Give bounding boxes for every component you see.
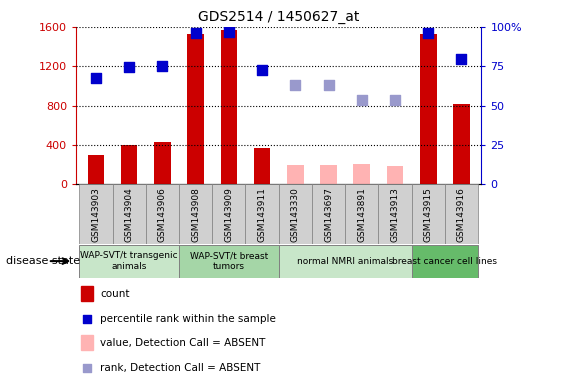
Text: GSM143916: GSM143916 [457,187,466,242]
Bar [154,142,171,184]
Bar [187,34,204,184]
Bar [387,166,403,184]
Text: GSM143330: GSM143330 [291,187,300,242]
Bar [79,245,179,278]
Point [124,64,133,70]
Point [324,82,333,88]
Text: count: count [100,290,129,300]
Bar [412,245,478,278]
Text: breast cancer cell lines: breast cancer cell lines [392,257,497,266]
Point [158,63,167,70]
Text: GSM143913: GSM143913 [391,187,400,242]
Bar [179,245,279,278]
Bar [345,184,378,244]
Bar [79,184,113,244]
Text: normal NMRI animals: normal NMRI animals [297,257,394,266]
Bar [279,184,312,244]
Point [82,316,91,322]
Point [82,365,91,371]
Bar [245,184,279,244]
Bar [88,155,104,184]
Bar [312,184,345,244]
Bar [320,165,337,184]
Point [291,82,300,88]
Bar [146,184,179,244]
Bar [121,145,137,184]
Text: GSM143911: GSM143911 [257,187,266,242]
Title: GDS2514 / 1450627_at: GDS2514 / 1450627_at [198,10,359,25]
Bar [279,245,412,278]
Bar [412,184,445,244]
Bar [445,184,478,244]
Text: rank, Detection Call = ABSENT: rank, Detection Call = ABSENT [100,363,260,373]
Bar [221,30,237,184]
Text: GSM143909: GSM143909 [224,187,233,242]
Point [424,30,433,36]
Text: value, Detection Call = ABSENT: value, Detection Call = ABSENT [100,338,265,348]
Text: GSM143915: GSM143915 [424,187,433,242]
Text: WAP-SVT/t transgenic
animals: WAP-SVT/t transgenic animals [81,252,178,271]
Bar [113,184,146,244]
Text: GSM143697: GSM143697 [324,187,333,242]
Bar [81,286,93,301]
Text: GSM143891: GSM143891 [358,187,367,242]
Point [191,30,200,36]
Bar [81,334,93,350]
Point [91,75,100,81]
Point [257,67,266,73]
Text: GSM143904: GSM143904 [124,187,133,242]
Bar [453,104,470,184]
Text: GSM143906: GSM143906 [158,187,167,242]
Bar [179,184,212,244]
Point [457,56,466,62]
Text: percentile rank within the sample: percentile rank within the sample [100,314,276,324]
Bar [287,165,303,184]
Bar [420,34,436,184]
Bar [378,184,412,244]
Point [224,29,233,35]
Text: GSM143903: GSM143903 [91,187,100,242]
Bar [212,184,245,244]
Bar [254,148,270,184]
Text: GSM143908: GSM143908 [191,187,200,242]
Text: WAP-SVT/t breast
tumors: WAP-SVT/t breast tumors [190,252,268,271]
Point [358,96,367,103]
Bar [354,164,370,184]
Text: disease state: disease state [6,256,80,266]
Point [391,96,400,103]
